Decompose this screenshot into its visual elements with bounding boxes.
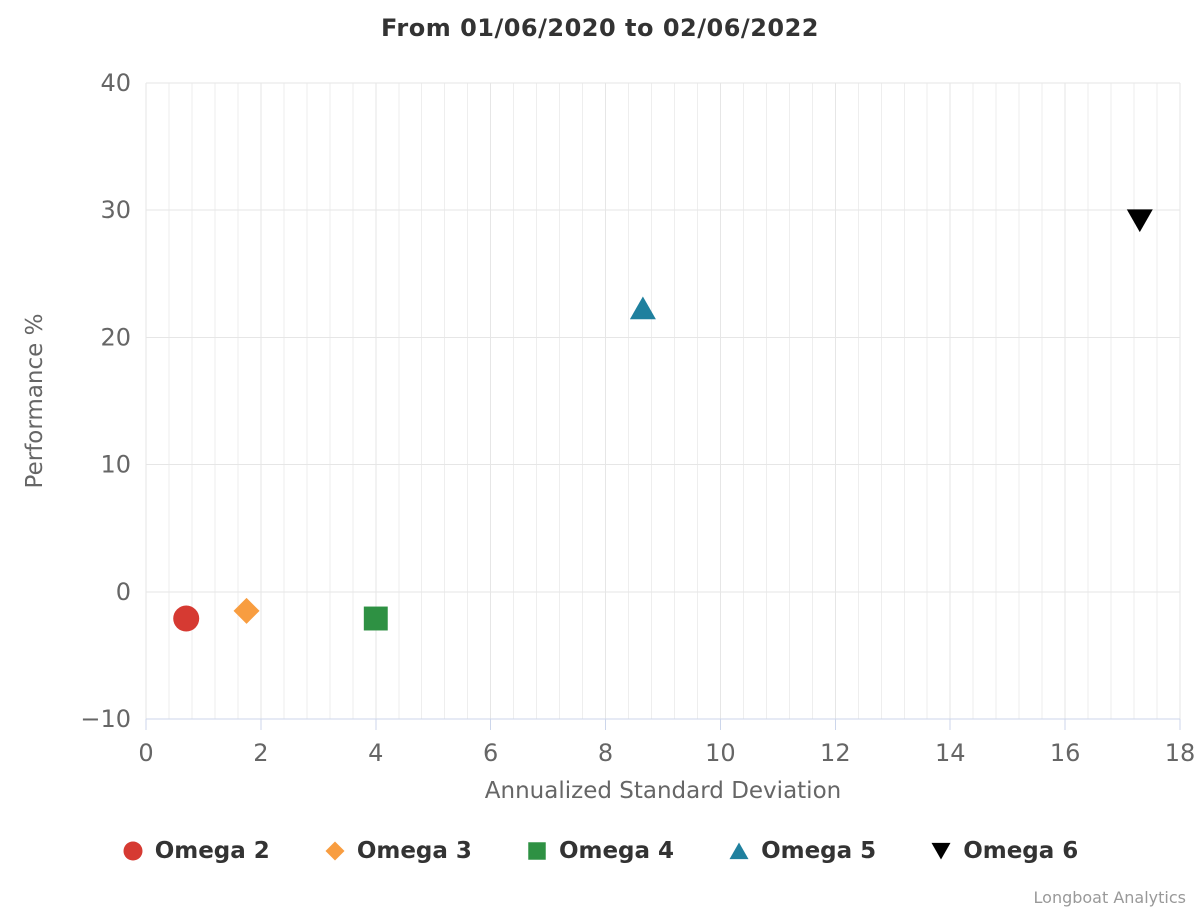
x-tick-label: 10 — [705, 739, 736, 767]
y-tick-label: −10 — [80, 705, 131, 733]
x-tick-label: 16 — [1050, 739, 1081, 767]
y-tick-label: 0 — [116, 578, 131, 606]
legend-item-omega-6[interactable]: Omega 6 — [930, 838, 1078, 864]
circle-glyph — [123, 841, 143, 861]
x-tick-label: 4 — [368, 739, 383, 767]
square-glyph — [528, 842, 546, 860]
chart-title: From 01/06/2020 to 02/06/2022 — [381, 14, 819, 42]
data-point-omega-4[interactable] — [363, 606, 388, 631]
data-point-omega-2[interactable] — [173, 605, 200, 632]
legend-label: Omega 3 — [356, 838, 472, 864]
legend-item-omega-5[interactable]: Omega 5 — [728, 838, 876, 864]
legend-label: Omega 4 — [558, 838, 675, 864]
diamond-icon — [325, 841, 345, 861]
legend-item-omega-4[interactable]: Omega 4 — [526, 838, 674, 864]
x-tick-label: 18 — [1165, 739, 1196, 767]
credits-label[interactable]: Longboat Analytics — [1033, 888, 1186, 907]
data-point-omega-6[interactable] — [1126, 209, 1153, 233]
y-axis-title: Performance % — [22, 314, 48, 489]
x-tick-label: 14 — [935, 739, 966, 767]
data-point-omega-3[interactable] — [233, 597, 260, 624]
x-tick-label: 8 — [598, 739, 613, 767]
y-tick-label: 10 — [100, 451, 131, 479]
triangle-up-icon — [729, 842, 749, 860]
square-icon — [528, 842, 546, 860]
legend-item-omega-3[interactable]: Omega 3 — [324, 838, 472, 864]
x-tick-label: 12 — [820, 739, 851, 767]
legend-item-omega-2[interactable]: Omega 2 — [122, 838, 270, 864]
y-tick-label: 40 — [100, 69, 131, 97]
x-axis-title: Annualized Standard Deviation — [485, 778, 841, 804]
legend: Omega 2 Omega 3 Omega 4 Omega 5 Omega 6 — [0, 838, 1200, 864]
y-tick-label: 30 — [100, 196, 131, 224]
circle-icon — [123, 841, 143, 861]
data-point-omega-5[interactable] — [629, 296, 656, 320]
triangle-up-glyph — [729, 842, 749, 860]
diamond-glyph — [325, 841, 345, 861]
x-tick-label: 0 — [138, 739, 153, 767]
x-tick-label: 6 — [483, 739, 498, 767]
x-tick-label: 2 — [253, 739, 268, 767]
legend-label: Omega 6 — [963, 838, 1079, 864]
legend-label: Omega 2 — [154, 838, 270, 864]
triangle-down-glyph — [931, 842, 951, 860]
y-tick-label: 20 — [100, 323, 131, 351]
triangle-down-icon — [931, 842, 951, 860]
legend-label: Omega 5 — [761, 838, 877, 864]
